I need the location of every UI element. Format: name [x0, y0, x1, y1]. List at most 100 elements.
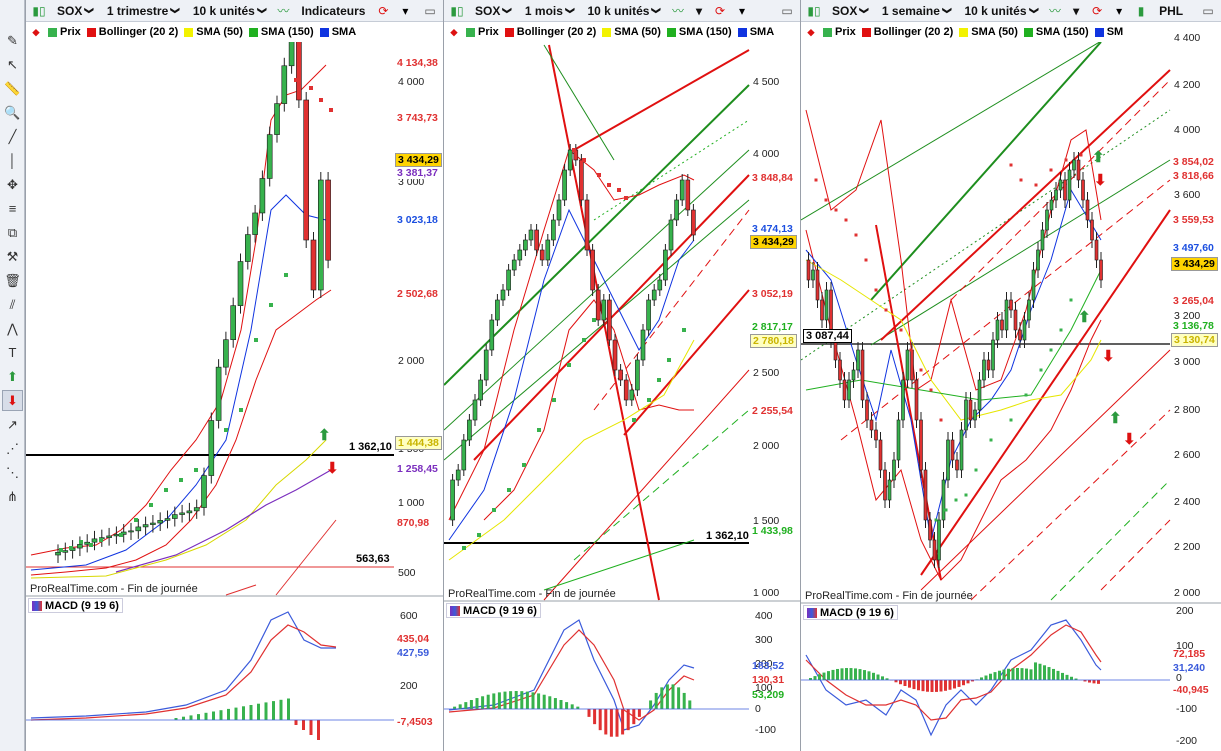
macd-histogram-bar: [688, 700, 692, 709]
refresh-chevron-icon[interactable]: ▾: [739, 3, 746, 18]
macd-histogram-bar: [182, 716, 185, 720]
sell-arrow-icon[interactable]: ⬇: [326, 460, 339, 477]
period-selector[interactable]: 1 trimestre ❯: [102, 2, 184, 20]
price-chart[interactable]: [801, 42, 1221, 751]
collapse-icon[interactable]: ◆: [807, 26, 815, 37]
legend-item-sma50[interactable]: SMA (50): [184, 26, 243, 38]
chart-type-icon[interactable]: ▮▯: [450, 3, 464, 18]
collapse-icon[interactable]: ◆: [32, 26, 40, 37]
ray-icon[interactable]: ↗: [7, 416, 18, 432]
signal-line: [30, 624, 337, 721]
legend-item-sma150[interactable]: SMA (150): [1023, 26, 1089, 38]
zoom-icon[interactable]: 🔍: [4, 104, 21, 120]
legend-item-bollinger[interactable]: Bollinger (20 2): [861, 26, 953, 38]
indicators-button[interactable]: Indicateurs: [301, 3, 366, 18]
maximize-icon[interactable]: ▭: [781, 3, 793, 18]
legend-item-bollinger[interactable]: Bollinger (20 2): [86, 26, 178, 38]
legend-item-price[interactable]: Prix: [823, 26, 856, 38]
legend-item-sma20[interactable]: SMA: [319, 26, 356, 38]
fan-icon[interactable]: ⋀: [7, 320, 18, 336]
multi-line-icon[interactable]: ⋰: [6, 440, 19, 456]
candle-body: [545, 239, 551, 261]
macd-histogram-bar: [542, 694, 546, 709]
buy-arrow-icon[interactable]: ⬆: [1109, 410, 1122, 427]
extra-symbol[interactable]: PHL: [1159, 3, 1184, 18]
channel-icon[interactable]: ⫽: [9, 296, 16, 312]
sell-arrow-icon[interactable]: ⬇: [1123, 431, 1136, 448]
chart-icon[interactable]: ▮: [1137, 3, 1145, 18]
symbol-selector[interactable]: SOX ❯: [827, 2, 873, 20]
chart-type-icon[interactable]: ▮▯: [32, 3, 46, 18]
pencil-icon[interactable]: ✎: [7, 32, 18, 48]
crosshair-icon[interactable]: ✥: [7, 176, 18, 192]
green-arrow-icon[interactable]: ⬆: [7, 368, 18, 384]
legend-item-sma20[interactable]: SMA: [737, 26, 774, 38]
macd-histogram-bar: [212, 711, 215, 720]
indicators-chevron[interactable]: ▾: [1073, 3, 1080, 18]
pitchfork-icon[interactable]: ⋔: [7, 488, 18, 504]
buy-arrow-icon[interactable]: ⬆: [318, 427, 331, 444]
macd-legend[interactable]: MACD (9 19 6): [803, 605, 898, 620]
trash-icon[interactable]: 🗑: [4, 272, 21, 288]
fibonacci-icon[interactable]: ≡: [8, 201, 17, 216]
price-axis-tick: 4 000: [753, 148, 780, 160]
legend-item-sma20[interactable]: SM: [1094, 26, 1123, 38]
macd-legend[interactable]: MACD (9 19 6): [446, 603, 541, 618]
refresh-chevron-icon[interactable]: ▾: [1116, 3, 1123, 18]
legend-item-sma50[interactable]: SMA (50): [959, 26, 1018, 38]
legend-item-sma150[interactable]: SMA (150): [248, 26, 314, 38]
maximize-icon[interactable]: ▭: [424, 3, 436, 18]
price-tag: 2 817,17: [750, 321, 795, 333]
buy-arrow-icon[interactable]: ⬆: [1092, 149, 1105, 166]
ruler-icon[interactable]: 📏: [4, 80, 21, 96]
refresh-icon[interactable]: ⟳: [1092, 3, 1103, 18]
sell-arrow-icon[interactable]: ⬇: [1102, 348, 1115, 365]
copy-icon[interactable]: ⧉: [7, 224, 18, 240]
candle-body: [77, 544, 83, 549]
sar-dot: [329, 108, 333, 112]
candle-body: [923, 469, 928, 521]
candle-body: [590, 249, 595, 291]
symbol-selector[interactable]: SOX ❯: [52, 2, 98, 20]
buy-arrow-icon[interactable]: ⬆: [1078, 309, 1091, 326]
vertical-line-icon[interactable]: │: [8, 153, 17, 168]
candle-body: [986, 359, 991, 371]
macd-legend[interactable]: MACD (9 19 6): [28, 598, 123, 613]
price-chart[interactable]: [26, 42, 443, 751]
period-selector[interactable]: 1 mois ❯: [520, 2, 579, 20]
legend-item-price[interactable]: Prix: [48, 26, 81, 38]
units-selector[interactable]: 10 k unités ❯: [582, 2, 665, 20]
pointer-icon[interactable]: ↖: [7, 56, 18, 72]
legend-item-bollinger[interactable]: Bollinger (20 2): [504, 26, 596, 38]
refresh-chevron-icon[interactable]: ▾: [402, 3, 409, 18]
indicators-icon[interactable]: 〰: [672, 4, 685, 18]
units-selector[interactable]: 10 k unités ❯: [959, 2, 1042, 20]
legend-swatch: [959, 27, 969, 37]
candle-body: [193, 507, 200, 512]
period-selector[interactable]: 1 semaine ❯: [877, 2, 956, 20]
price-chart[interactable]: [444, 42, 800, 751]
tools-icon[interactable]: ⚒: [6, 248, 19, 264]
legend-item-sma150[interactable]: SMA (150): [666, 26, 732, 38]
collapse-icon[interactable]: ◆: [450, 26, 458, 37]
refresh-icon[interactable]: ⟳: [715, 3, 726, 18]
sell-arrow-icon[interactable]: ⬇: [1094, 172, 1107, 189]
legend-label-sma50: SMA (50): [614, 26, 661, 38]
indicators-icon[interactable]: 〰: [277, 4, 290, 18]
legend-item-sma50[interactable]: SMA (50): [602, 26, 661, 38]
candle-body: [950, 439, 955, 461]
refresh-icon[interactable]: ⟳: [378, 3, 389, 18]
maximize-icon[interactable]: ▭: [1202, 3, 1214, 18]
chart-type-icon[interactable]: ▮▯: [807, 3, 821, 18]
parallel-icon[interactable]: ⋱: [6, 464, 19, 480]
indicators-chevron[interactable]: ▾: [696, 3, 703, 18]
symbol-selector[interactable]: SOX ❯: [470, 2, 516, 20]
text-icon[interactable]: T: [8, 345, 17, 360]
candle-body: [584, 199, 590, 251]
indicators-icon[interactable]: 〰: [1049, 4, 1062, 18]
macd-histogram-bar: [189, 715, 193, 720]
trendline-icon[interactable]: ╱: [8, 128, 17, 144]
legend-item-price[interactable]: Prix: [466, 26, 499, 38]
red-arrow-icon[interactable]: ⬇: [2, 390, 23, 411]
units-selector[interactable]: 10 k unités ❯: [188, 2, 271, 20]
